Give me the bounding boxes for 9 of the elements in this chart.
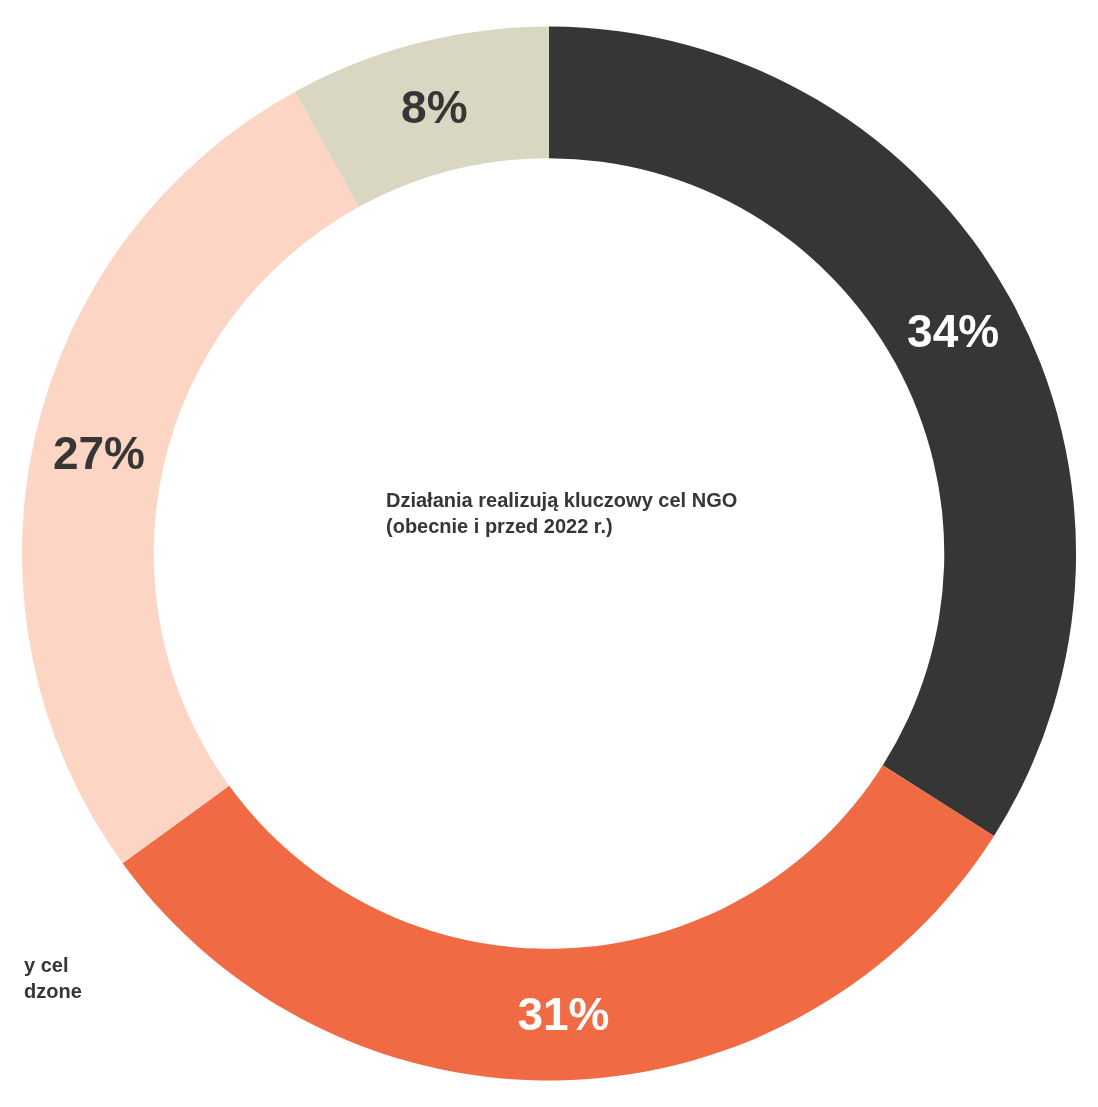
data-label: 8% bbox=[401, 80, 468, 133]
donut-slice bbox=[22, 91, 359, 864]
slice-label: Działania realizują kluczowy cel NGO (obecnie i przed 2022 r.) bbox=[386, 489, 738, 537]
data-label: 34% bbox=[907, 305, 1000, 358]
slice-label: y cel dzone bbox=[24, 954, 82, 1002]
donut-slice bbox=[122, 765, 994, 1081]
data-label: 27% bbox=[52, 426, 145, 479]
donut-slice bbox=[295, 26, 549, 208]
data-label: 31% bbox=[517, 988, 610, 1041]
